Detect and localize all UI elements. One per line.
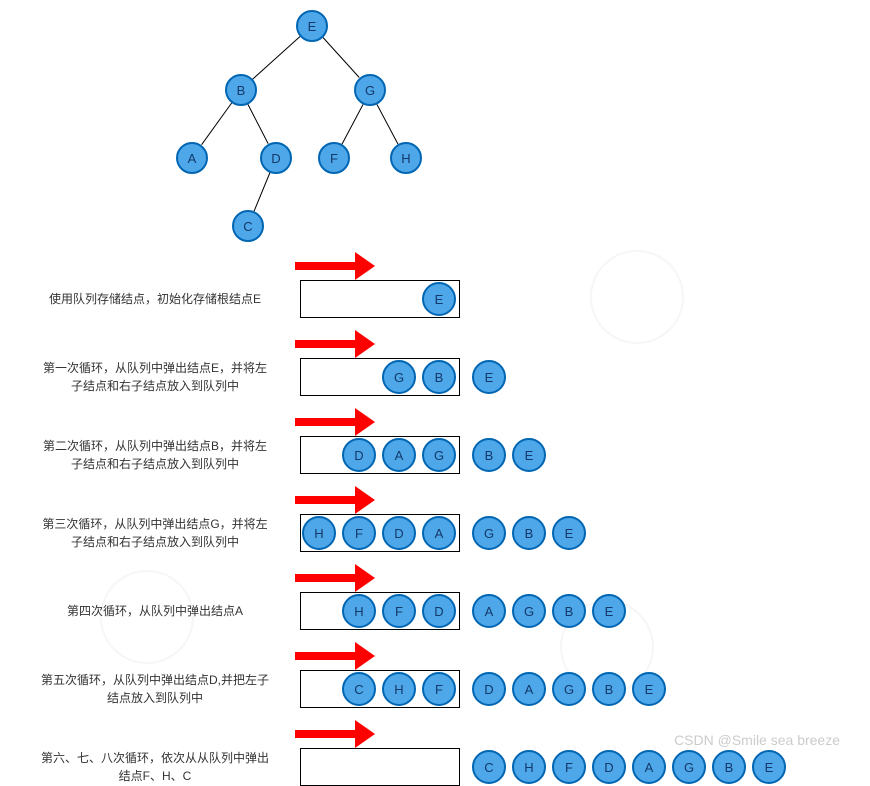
tree-edge xyxy=(254,173,271,212)
queue-arrow-body xyxy=(295,496,355,504)
queue-arrow-body xyxy=(295,340,355,348)
queue-arrow-head xyxy=(355,720,375,748)
tree-edge xyxy=(377,104,399,144)
tree-node-B: B xyxy=(225,74,257,106)
queue-node: D xyxy=(422,594,456,628)
queue-arrow-body xyxy=(295,652,355,660)
tree-node-D: D xyxy=(260,142,292,174)
dequeued-node: B xyxy=(512,516,546,550)
dequeued-node: G xyxy=(672,750,706,784)
dequeued-node: H xyxy=(512,750,546,784)
watermark-circle xyxy=(590,250,684,344)
tree-edge xyxy=(248,104,269,144)
tree-edge xyxy=(201,103,232,146)
queue-node: B xyxy=(422,360,456,394)
dequeued-node: A xyxy=(472,594,506,628)
dequeued-node: G xyxy=(512,594,546,628)
queue-node: H xyxy=(302,516,336,550)
queue-arrow-body xyxy=(295,418,355,426)
queue-arrow-head xyxy=(355,252,375,280)
step-desc-0: 使用队列存储结点，初始化存储根结点E xyxy=(20,290,290,308)
dequeued-node: F xyxy=(552,750,586,784)
queue-arrow-body xyxy=(295,262,355,270)
tree-node-C: C xyxy=(232,210,264,242)
queue-node: H xyxy=(382,672,416,706)
dequeued-node: D xyxy=(472,672,506,706)
queue-box-6 xyxy=(300,748,460,786)
tree-node-F: F xyxy=(318,142,350,174)
dequeued-node: D xyxy=(592,750,626,784)
queue-node: G xyxy=(382,360,416,394)
tree-edge xyxy=(322,38,359,79)
dequeued-node: E xyxy=(592,594,626,628)
tree-edge xyxy=(253,36,301,79)
dequeued-node: A xyxy=(632,750,666,784)
tree-node-G: G xyxy=(354,74,386,106)
dequeued-node: E xyxy=(632,672,666,706)
queue-node: F xyxy=(342,516,376,550)
queue-arrow-body xyxy=(295,730,355,738)
queue-node: A xyxy=(422,516,456,550)
queue-node: H xyxy=(342,594,376,628)
tree-edge xyxy=(341,104,363,144)
dequeued-node: E xyxy=(512,438,546,472)
diagram-canvas: EBGADFHC使用队列存储结点，初始化存储根结点EE第一次循环，从队列中弹出结… xyxy=(0,0,870,758)
queue-arrow-body xyxy=(295,574,355,582)
step-desc-1: 第一次循环，从队列中弹出结点E，并将左子结点和右子结点放入到队列中 xyxy=(20,359,290,395)
dequeued-node: E xyxy=(472,360,506,394)
queue-arrow-head xyxy=(355,564,375,592)
queue-arrow-head xyxy=(355,486,375,514)
dequeued-node: B xyxy=(552,594,586,628)
dequeued-node: B xyxy=(472,438,506,472)
queue-node: F xyxy=(382,594,416,628)
dequeued-node: E xyxy=(552,516,586,550)
queue-node: C xyxy=(342,672,376,706)
queue-node: D xyxy=(342,438,376,472)
queue-arrow-head xyxy=(355,330,375,358)
step-desc-2: 第二次循环，从队列中弹出结点B，并将左子结点和右子结点放入到队列中 xyxy=(20,437,290,473)
tree-node-A: A xyxy=(176,142,208,174)
queue-arrow-head xyxy=(355,408,375,436)
step-desc-3: 第三次循环，从队列中弹出结点G，并将左子结点和右子结点放入到队列中 xyxy=(20,515,290,551)
tree-node-E: E xyxy=(296,10,328,42)
queue-node: D xyxy=(382,516,416,550)
step-desc-5: 第五次循环，从队列中弹出结点D,并把左子结点放入到队列中 xyxy=(20,671,290,707)
dequeued-node: E xyxy=(752,750,786,784)
dequeued-node: C xyxy=(472,750,506,784)
dequeued-node: G xyxy=(552,672,586,706)
step-desc-4: 第四次循环，从队列中弹出结点A xyxy=(20,602,290,620)
queue-node: G xyxy=(422,438,456,472)
step-desc-6: 第六、七、八次循环，依次从从队列中弹出结点F、H、C xyxy=(20,749,290,785)
queue-arrow-head xyxy=(355,642,375,670)
dequeued-node: G xyxy=(472,516,506,550)
dequeued-node: A xyxy=(512,672,546,706)
watermark-text: CSDN @Smile sea breeze xyxy=(674,732,840,748)
dequeued-node: B xyxy=(592,672,626,706)
dequeued-node: B xyxy=(712,750,746,784)
tree-node-H: H xyxy=(390,142,422,174)
queue-node: F xyxy=(422,672,456,706)
queue-node: E xyxy=(422,282,456,316)
queue-node: A xyxy=(382,438,416,472)
